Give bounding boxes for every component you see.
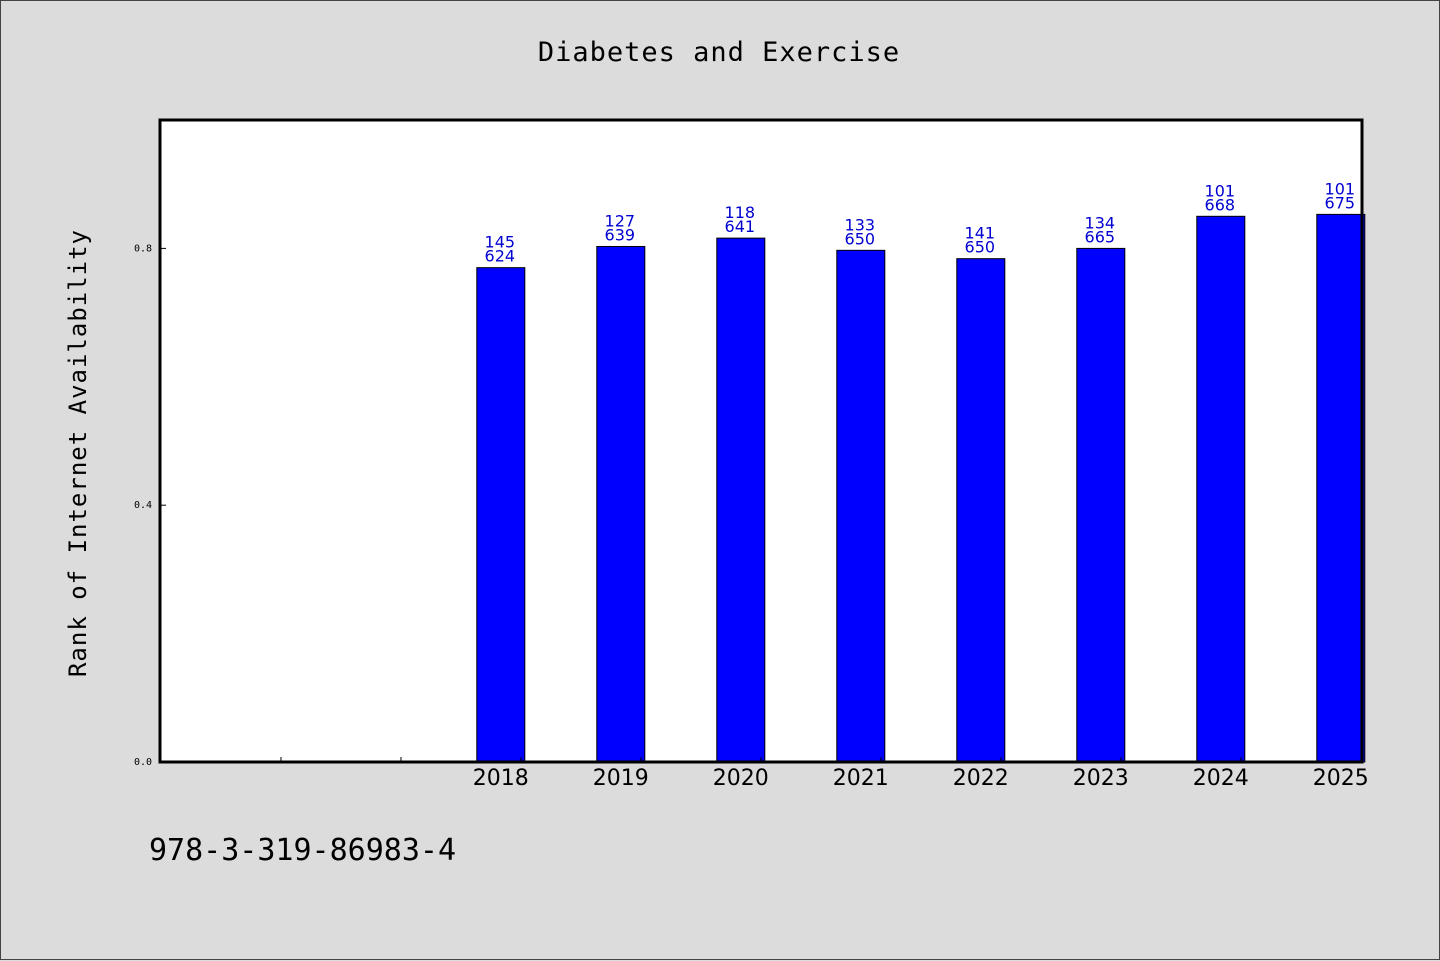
footnote-isbn: 978-3-319-86983-4	[149, 833, 457, 868]
data-label-2020-2: 641	[725, 217, 756, 236]
bar-2025	[1316, 213, 1366, 763]
data-label-2024-2: 668	[1205, 195, 1236, 214]
data-label-2024-1: 101	[1205, 181, 1236, 200]
x-tick-label-2025: 2025	[1313, 766, 1369, 791]
data-label-2019-1: 127	[605, 211, 636, 230]
bar-2020	[716, 237, 766, 763]
bar-2021	[836, 249, 886, 763]
y-tick-label-0.0: 0.0	[134, 757, 152, 768]
data-label-2023-1: 134	[1085, 213, 1116, 232]
data-label-2025-1: 101	[1325, 179, 1356, 198]
x-tick-label-2018: 2018	[473, 766, 529, 791]
chart-title: Diabetes and Exercise	[538, 37, 900, 68]
x-tick-label-2021: 2021	[833, 766, 889, 791]
data-label-2021-2: 650	[845, 229, 876, 248]
y-tick-label-0.4: 0.4	[134, 500, 152, 511]
data-label-2021-1: 133	[845, 215, 876, 234]
data-label-2023-2: 665	[1085, 227, 1116, 246]
bar-2023	[1076, 247, 1126, 763]
x-ticks-group: 2018 2019 2020 2021 2022 2023 2024 2025	[280, 757, 1369, 791]
plot-border	[158, 118, 1364, 764]
data-label-2020-1: 118	[725, 203, 756, 222]
x-tick-label-2019: 2019	[593, 766, 649, 791]
data-label-2019-2: 639	[605, 225, 636, 244]
data-label-2022-2: 650	[965, 238, 996, 257]
x-tick-label-2024: 2024	[1193, 766, 1249, 791]
data-label-2025-2: 675	[1325, 193, 1356, 212]
x-tick-label-2022: 2022	[953, 766, 1009, 791]
y-axis-label: Rank of Internet Availability	[64, 229, 92, 677]
x-tick-label-2023: 2023	[1073, 766, 1129, 791]
data-label-2018-2: 624	[485, 247, 516, 266]
bar-2019	[596, 245, 646, 763]
y-tick-label-0.8: 0.8	[134, 243, 152, 254]
bar-2018	[476, 267, 526, 763]
bar-2024	[1196, 215, 1246, 763]
x-tick-label-2020: 2020	[713, 766, 769, 791]
bar-2022	[956, 258, 1006, 763]
bars-group	[476, 213, 1366, 763]
data-label-2022-1: 141	[965, 224, 996, 243]
data-label-2018-1: 145	[485, 233, 516, 252]
